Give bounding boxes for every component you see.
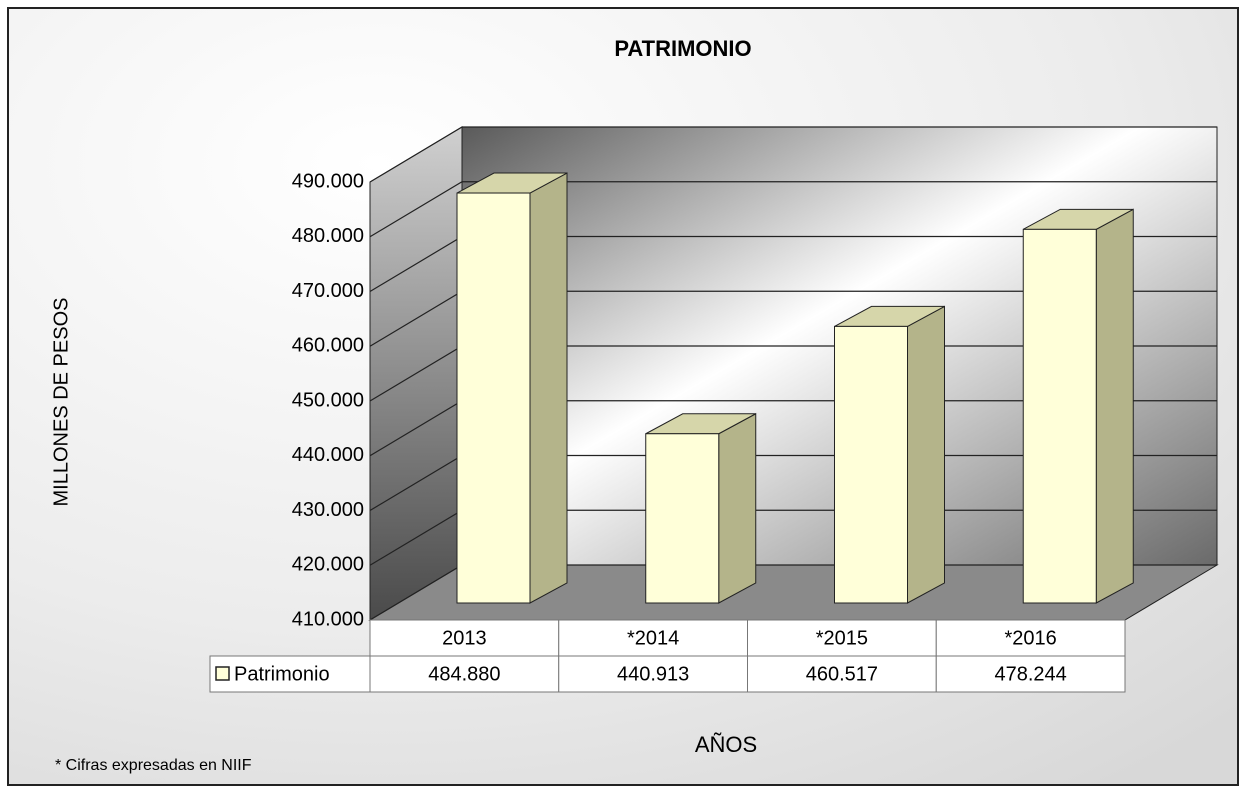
x-tick-label: *2015 <box>816 627 868 649</box>
legend-label: Patrimonio <box>234 663 330 685</box>
grid-line <box>369 126 1217 183</box>
x-tick-label: *2016 <box>1004 627 1056 649</box>
bar-side <box>1095 208 1134 604</box>
bar-side <box>907 305 945 604</box>
table-value: 484.880 <box>428 663 500 685</box>
y-tick-label: 480.000 <box>292 225 364 247</box>
bar <box>456 192 531 604</box>
table-cell <box>935 619 1126 657</box>
y-tick-label: 410.000 <box>292 608 364 630</box>
table-value: 478.244 <box>994 663 1066 685</box>
x-axis-label: AÑOS <box>695 732 757 757</box>
table-cell <box>558 619 748 657</box>
bar <box>1022 228 1097 604</box>
bar <box>645 433 720 604</box>
legend-swatch <box>215 666 230 681</box>
y-tick-label: 490.000 <box>292 170 364 192</box>
bar-side <box>529 172 568 604</box>
footnote: * Cifras expresadas en NIIF <box>55 757 252 774</box>
table-cell <box>935 655 1126 693</box>
y-tick-label: 420.000 <box>292 554 364 576</box>
x-tick-label: *2014 <box>627 627 679 649</box>
y-axis-label: MILLONES DE PESOS <box>50 298 72 507</box>
y-tick-label: 440.000 <box>292 444 364 466</box>
plot-area: 410.000 420.000 430.000 440.000 450.000 460.0… <box>292 126 1219 630</box>
table-cell <box>558 655 748 693</box>
y-tick-label: 470.000 <box>292 280 364 302</box>
table-value: 460.517 <box>806 663 878 685</box>
y-tick-label: 460.000 <box>292 335 364 357</box>
grid-line <box>369 181 1217 238</box>
table-legend-cell <box>209 655 371 693</box>
y-tick-label: 450.000 <box>292 389 364 411</box>
bar-side <box>718 412 757 604</box>
bar <box>834 325 908 604</box>
x-tick-label: 2013 <box>442 627 487 649</box>
y-tick-label: 430.000 <box>292 499 364 521</box>
chart-title: PATRIMONIO <box>614 36 751 61</box>
data-table: Patrimonio 2013 484.880 *2014 440.913 *2015 46… <box>209 619 1126 693</box>
table-value: 440.913 <box>617 663 689 685</box>
